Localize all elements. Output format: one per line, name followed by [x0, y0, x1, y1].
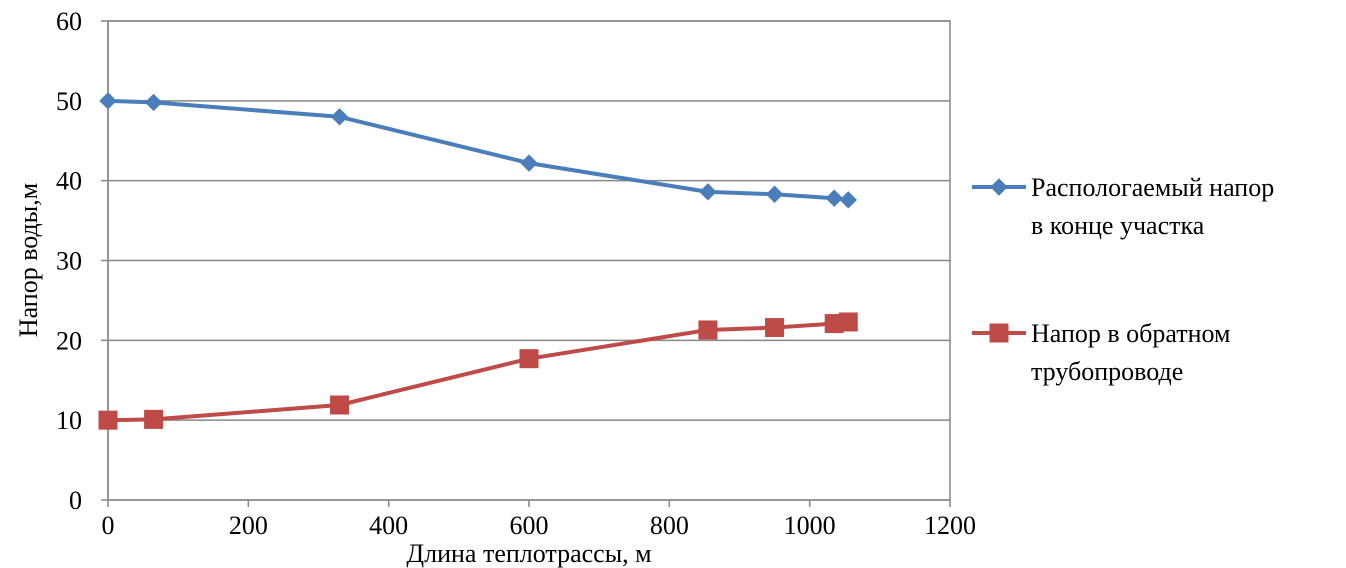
y-tick-label-20: 20	[56, 326, 82, 355]
series-1-point-4	[699, 183, 717, 201]
x-tick-label-800: 800	[650, 511, 689, 540]
x-tick-label-400: 400	[369, 511, 408, 540]
legend-entry-2: Напор в обратном трубопроводе	[972, 319, 1231, 386]
series-group	[98, 92, 858, 430]
series-1-point-3	[520, 154, 538, 172]
y-tick-label-60: 60	[56, 7, 82, 36]
legend-marker-2	[989, 323, 1009, 343]
series-2-point-0	[98, 410, 118, 430]
series-1-point-5	[765, 185, 784, 203]
legend-marker-1	[990, 178, 1008, 196]
legend-label-2-line-1: Напор в обратном	[1031, 319, 1231, 348]
series-1-line	[107, 98, 849, 202]
series-2-point-2	[330, 395, 350, 415]
y-tick-labels: 0 10 20 30 40 50 60	[56, 7, 108, 515]
series-2-point-7	[838, 312, 858, 332]
x-tick-label-1200: 1200	[924, 511, 976, 540]
legend-label-2-line-2: трубопроводе	[1031, 357, 1183, 386]
legend-label-1-line-1: Распологаемый напор	[1031, 173, 1274, 202]
series-1-point-2	[330, 108, 349, 126]
x-tick-label-1000: 1000	[784, 511, 836, 540]
y-tick-label-30: 30	[56, 247, 82, 276]
series-1	[99, 92, 857, 209]
x-tick-label-200: 200	[229, 511, 268, 540]
y-tick-label-0: 0	[69, 486, 82, 515]
series-2-point-5	[765, 318, 785, 338]
series-2-line	[107, 319, 849, 423]
series-2-point-3	[519, 349, 539, 369]
series-2	[98, 312, 858, 430]
series-2-point-4	[698, 320, 718, 340]
legend: Распологаемый напор в конце участка Напор …	[972, 173, 1274, 386]
y-tick-label-10: 10	[56, 406, 82, 435]
x-tick-labels: 0 200 400 600 800 1000 1200	[102, 500, 976, 540]
x-axis-title: Длина теплотрассы, м	[406, 539, 651, 568]
series-1-point-6	[825, 189, 843, 207]
y-axis-title: Напор воды,м	[14, 183, 43, 337]
series-1-point-0	[99, 92, 117, 110]
series-1-point-7	[839, 191, 857, 209]
x-tick-label-0: 0	[102, 511, 115, 540]
x-tick-label-600: 600	[510, 511, 549, 540]
y-tick-label-50: 50	[56, 87, 82, 116]
y-tick-label-40: 40	[56, 167, 82, 196]
series-1-point-1	[144, 93, 163, 112]
legend-label-1-line-2: в конце участка	[1031, 211, 1205, 240]
legend-entry-1: Распологаемый напор в конце участка	[972, 173, 1274, 240]
series-2-point-1	[144, 409, 164, 429]
grid-lines	[108, 20, 950, 421]
